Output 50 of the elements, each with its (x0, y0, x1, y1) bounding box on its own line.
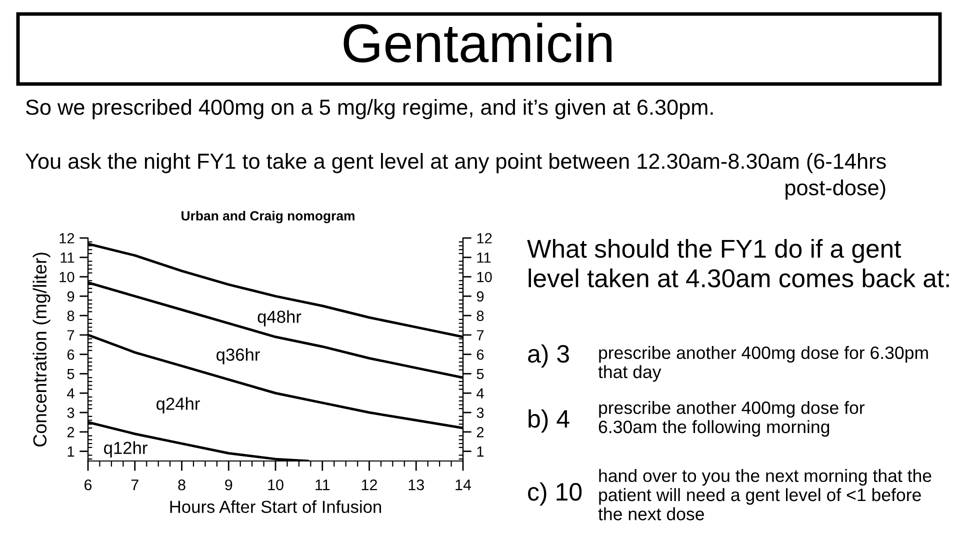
y-tick-label: 11 (60, 252, 74, 263)
y2-tick-label: 5 (476, 368, 484, 380)
text: So we prescribed 400mg on a 5 mg/kg regime, and it’s given at 6.30pm. (26, 99, 713, 120)
y-tick-label: 7 (67, 330, 74, 340)
y-tick-label: 6 (67, 349, 74, 360)
y-tick-label: 5 (67, 368, 74, 380)
x-tick-label: 10 (268, 479, 284, 490)
y2-tick-label: 10 (477, 272, 492, 282)
y2-tick-label: 11 (477, 252, 491, 263)
y-tick-label: 12 (60, 233, 74, 244)
annotation: q12hr (104, 441, 148, 458)
x-tick-label: 12 (362, 479, 377, 490)
y2-tick-label: 7 (476, 330, 484, 340)
x-tick-label: 8 (178, 479, 186, 490)
y2-tick-label: 9 (476, 291, 484, 302)
annotation: q36hr (216, 348, 260, 364)
y2-tick-label: 4 (476, 388, 484, 398)
y2-tick-label: 12 (477, 233, 492, 244)
text: What should the FY1 do if a gent level taken at 4.30am comes back at: (527, 239, 949, 288)
x-tick-label: 9 (225, 479, 232, 490)
y-tick-label: 8 (67, 310, 74, 321)
y2-tick-label: 8 (476, 310, 484, 321)
text: b) 4 (528, 409, 570, 433)
y-tick-label: 9 (67, 291, 74, 302)
y-tick-label: 10 (60, 272, 74, 282)
x-axis-title: Hours After Start of Infusion (170, 500, 382, 513)
y2-tick-label: 2 (476, 427, 484, 438)
y-tick-label: 3 (67, 408, 74, 418)
annotation: q48hr (258, 310, 302, 326)
y-tick-label: 2 (67, 427, 74, 438)
x-tick-label: 6 (84, 479, 92, 490)
text: a) 3 (528, 344, 569, 368)
y-axis-title: Concentration (mg/liter) (32, 252, 50, 446)
x-tick-label: 14 (456, 480, 472, 490)
chart-subtitle: Urban and Craig nomogram (182, 210, 354, 224)
text: prescribe another 400mg dose for 6.30am the following morning (598, 401, 865, 437)
chart-title: Gentamicin (344, 22, 612, 63)
y-tick-label: 4 (67, 388, 74, 398)
text: prescribe another 400mg dose for 6.30pm that day (598, 346, 928, 382)
y-tick-label: 1 (68, 446, 74, 457)
text: hand over to you the next morning that the patient will need a gent level of <1 before the next dose (598, 469, 932, 520)
x-tick-label: 7 (131, 480, 138, 490)
x-tick-label: 11 (316, 480, 330, 490)
text: c) 10 (528, 482, 582, 506)
x-tick-label: 13 (408, 479, 424, 490)
text: You ask the night FY1 to take a gent level at any point between 12.30am-8.30am (6-14hrs post-dose) (25, 153, 886, 200)
annotation: q24hr (156, 397, 200, 414)
y2-tick-label: 1 (477, 446, 484, 457)
y2-tick-label: 6 (476, 349, 484, 360)
y2-tick-label: 3 (476, 408, 484, 418)
